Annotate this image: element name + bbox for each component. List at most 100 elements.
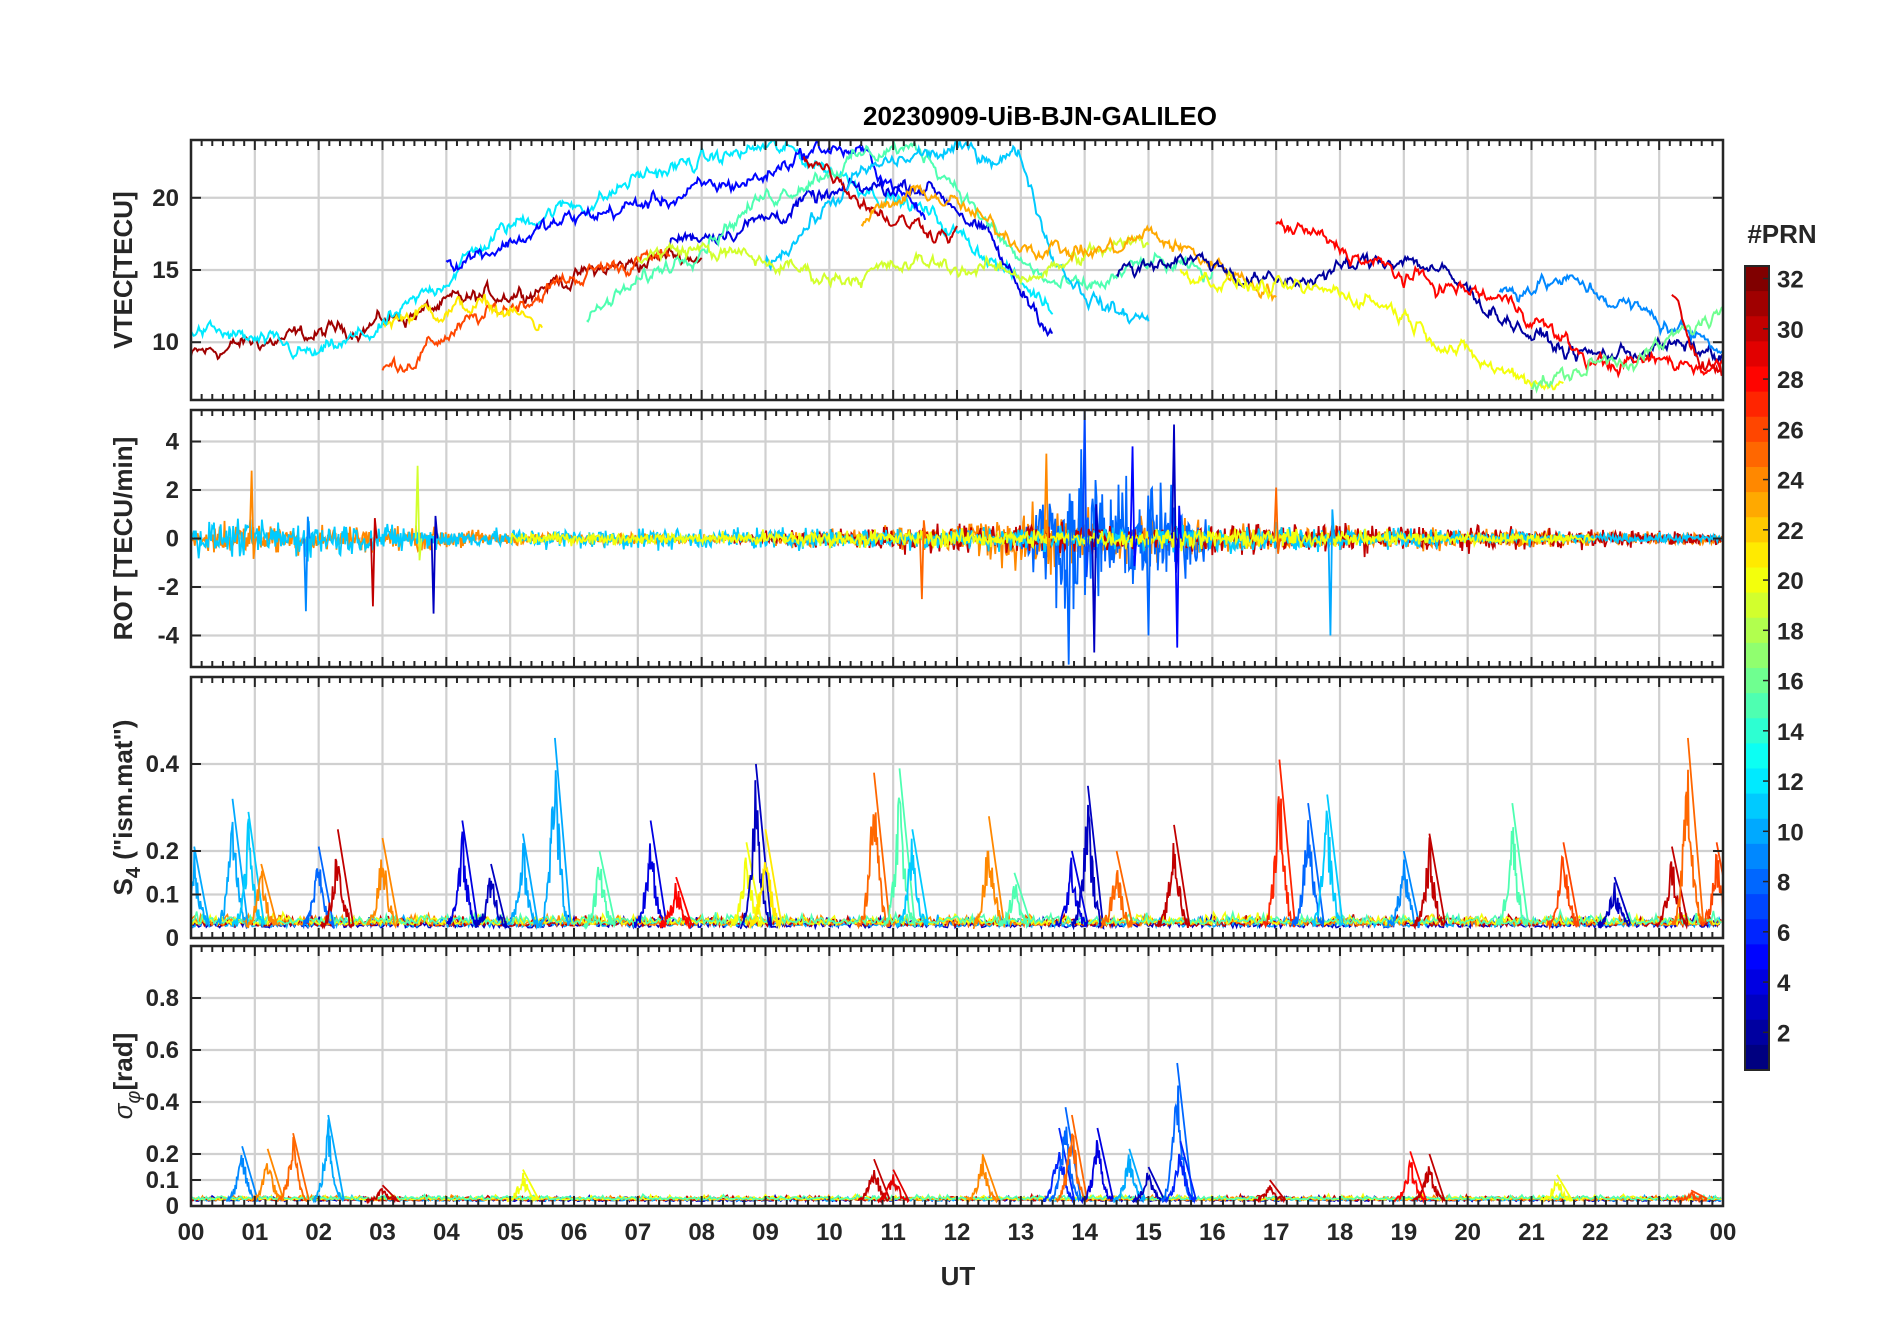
sigma_phi-peak — [1055, 1114, 1089, 1203]
y-tick-label: 15 — [152, 257, 179, 284]
colorbar-segment — [1745, 743, 1769, 770]
colorbar-segment — [1745, 1044, 1769, 1071]
panel-sigma_phi: 00.10.20.40.60.8σφ[rad] — [108, 944, 1725, 1220]
y-axis-title: S4 ("ism.mat") — [108, 720, 145, 896]
colorbar-segment — [1745, 944, 1769, 971]
s4-peak — [1546, 842, 1580, 931]
x-ticks — [190, 677, 1724, 938]
x-tick-label: 12 — [944, 1219, 971, 1246]
s4-peak — [1099, 850, 1133, 930]
y-tick-label: 4 — [166, 429, 180, 456]
x-tick-label: 00 — [1710, 1219, 1737, 1246]
x-tick-label: 02 — [305, 1219, 332, 1246]
vtec-series-prn-19 — [636, 234, 1150, 289]
rot-spike — [303, 516, 311, 612]
vtec-series-prn-12 — [191, 140, 1054, 361]
rot-spike — [1171, 424, 1179, 573]
s4-peak — [1597, 876, 1631, 929]
s4-peak — [1310, 794, 1344, 927]
y-axis: -4 -2 0 2 4 — [158, 429, 1723, 649]
y-tick-label: 0 — [166, 1193, 179, 1220]
sigma_phi-peak — [1164, 1140, 1197, 1205]
rot-spike — [1091, 504, 1099, 653]
x-tick-label: 05 — [497, 1219, 524, 1246]
x-tick-label: 23 — [1646, 1219, 1673, 1246]
sigma_phi-peak — [1080, 1127, 1115, 1205]
s4-peak — [1412, 833, 1446, 931]
vtec-series-prn-28 — [1275, 217, 1723, 379]
y-tick-label: 0.2 — [146, 1141, 179, 1168]
sigma_phi-peak — [965, 1153, 1000, 1204]
rot-spike — [1129, 446, 1138, 567]
colorbar-tick-label: 26 — [1777, 417, 1804, 444]
colorbar-tick-label: 20 — [1777, 568, 1804, 595]
s4-peak — [445, 820, 479, 928]
s4-peak — [231, 811, 265, 927]
rot-spike — [1273, 487, 1281, 554]
x-tick-label: 09 — [752, 1219, 779, 1246]
x-tick-label: 03 — [369, 1219, 396, 1246]
sigma_phi-peak — [506, 1169, 541, 1203]
x-tick-label: 19 — [1390, 1219, 1417, 1246]
y-axis: 0 0.1 0.2 0.4 — [146, 751, 1723, 952]
s4-peak — [1055, 850, 1089, 929]
colorbar-tick-label: 6 — [1777, 920, 1790, 947]
rot-spike — [1174, 505, 1182, 648]
s4-peak — [857, 772, 891, 930]
x-tick-label: 16 — [1199, 1219, 1226, 1246]
s4-peak — [301, 846, 335, 930]
x-tick-label: 18 — [1327, 1219, 1354, 1246]
y-tick-label: -4 — [158, 622, 180, 649]
sigma_phi-peak — [276, 1132, 310, 1203]
x-tick-label: 14 — [1071, 1219, 1098, 1246]
x-tick-label: 07 — [624, 1219, 651, 1246]
s4-peak — [321, 829, 355, 930]
x-tick-label: 17 — [1263, 1219, 1290, 1246]
sigma_phi-peak — [1540, 1174, 1574, 1203]
vtec-series-prn-4 — [668, 177, 1053, 338]
s4-peak — [1655, 846, 1689, 930]
chart-title: 20230909-UiB-BJN-GALILEO — [863, 101, 1217, 131]
y-axis-title-sub: φ — [123, 1091, 145, 1104]
y-tick-label: 2 — [166, 477, 179, 504]
x-tick-label: 22 — [1582, 1219, 1609, 1246]
s4-baseline-prn-15 — [191, 907, 1722, 927]
vtec-series-prn-15 — [586, 140, 1214, 323]
x-ticks — [190, 140, 1724, 400]
y-axis: 00.10.2 0.4 0.6 0.8 — [146, 985, 1723, 1220]
s4-peak — [749, 829, 782, 930]
y-tick-label: 0.8 — [146, 985, 179, 1012]
colorbar-tick-label: 24 — [1777, 468, 1804, 495]
s4-peak — [1495, 802, 1529, 927]
colorbar-tick-label: 14 — [1777, 719, 1804, 746]
sigma_phi-peak — [1674, 1189, 1708, 1205]
sigma_phi-peak — [1131, 1166, 1165, 1204]
x-tick-label: 21 — [1518, 1219, 1545, 1246]
s4-peak — [1699, 842, 1723, 927]
y-axis-title-rest: ("ism.mat") — [108, 720, 138, 867]
panel-vtec: 10 15 20 VTEC[TECU] — [108, 138, 1725, 402]
rot-spike — [1327, 509, 1336, 636]
x-axis-title: UT — [941, 1261, 976, 1291]
x-tick-label: 06 — [561, 1219, 588, 1246]
s4-peak — [972, 816, 1006, 929]
panel-rot: -4 -2 0 2 4 ROT [TECU/min] — [108, 408, 1725, 669]
colorbar-segment — [1745, 994, 1769, 1021]
y-tick-label: -2 — [158, 574, 179, 601]
rot-spike — [1145, 509, 1154, 636]
s4-peak — [659, 876, 693, 930]
colorbar-tick-label: 16 — [1777, 669, 1804, 696]
y-tick-label: 0.4 — [146, 751, 180, 778]
series-group — [191, 140, 1723, 394]
sigma_phi-peak — [312, 1114, 345, 1204]
s4-peak — [244, 863, 279, 929]
s4-peak — [1157, 824, 1191, 928]
rot-series-prn-20 — [510, 528, 1596, 552]
s4-peak — [215, 798, 249, 929]
s4-peak — [1071, 785, 1105, 931]
vtec-series-prn-26 — [381, 248, 671, 375]
rot-spike — [370, 518, 378, 607]
y-axis-title-main: S — [108, 878, 138, 895]
rot-spike — [1043, 453, 1052, 565]
x-tick-label: 01 — [241, 1219, 268, 1246]
